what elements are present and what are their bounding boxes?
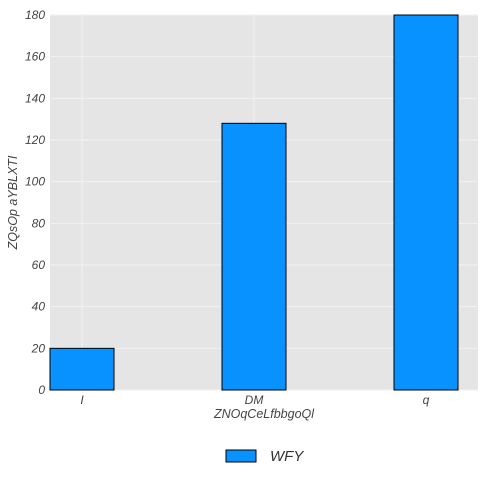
bar-i — [50, 348, 114, 390]
x-tick-label: DM — [245, 393, 264, 407]
y-tick-label: 20 — [31, 341, 46, 355]
y-tick-label: 40 — [32, 300, 46, 314]
y-tick-label: 80 — [32, 216, 46, 230]
y-tick-label: 60 — [32, 258, 46, 272]
x-tick-label: q — [423, 393, 430, 407]
bar-dm — [222, 123, 286, 390]
x-tick-label: I — [80, 393, 84, 407]
y-tick-label: 100 — [25, 175, 45, 189]
y-axis-label: ZQsOp aYBLXTI — [6, 155, 20, 250]
y-tick-label: 160 — [25, 50, 45, 64]
y-tick-labels: 0 20 40 60 80 100 120 140 160 180 — [25, 8, 45, 397]
x-tick-labels: I DM q — [80, 393, 429, 407]
x-axis-label: ZNOqCeLfbbgoQl — [213, 407, 315, 421]
y-tick-label: 120 — [25, 133, 45, 147]
legend-label-wfy: WFY — [270, 448, 304, 465]
y-tick-label: 0 — [38, 383, 45, 397]
y-tick-label: 140 — [25, 91, 45, 105]
y-tick-label: 180 — [25, 8, 45, 22]
legend-swatch-wfy — [226, 450, 256, 462]
legend: WFY — [226, 448, 304, 465]
bar-q — [394, 15, 458, 390]
